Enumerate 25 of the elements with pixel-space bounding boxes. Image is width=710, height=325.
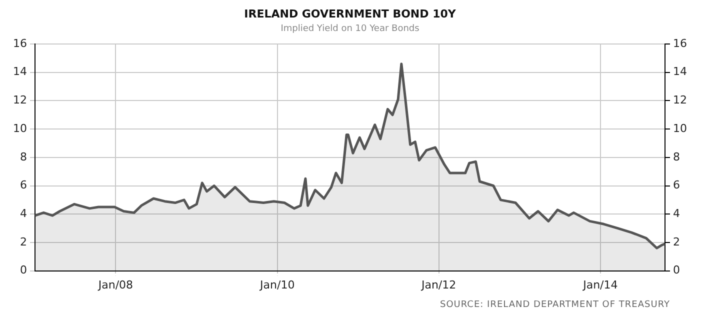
y-tick-label: 4 [20,206,27,220]
y2-tick-label: 4 [673,206,680,220]
chart-title: IRELAND GOVERNMENT BOND 10Y [244,7,457,20]
y2-tick-label: 14 [673,65,688,78]
y-tick-label: 10 [12,122,27,135]
x-tick-label: Jan/12 [420,278,456,292]
y2-tick-label: 2 [673,235,680,248]
x-tick-label: Jan/08 [97,278,134,292]
y-tick-label: 2 [20,235,27,248]
y-tick-label: 0 [20,264,27,277]
y2-tick-label: 8 [673,150,680,164]
y2-tick-label: 10 [673,122,688,135]
x-tick-label: Jan/14 [582,278,618,292]
y2-tick-label: 16 [673,36,688,50]
y-tick-label: 8 [20,150,27,164]
source-note: SOURCE: IRELAND DEPARTMENT OF TREASURY [440,300,670,310]
x-tick-label: Jan/10 [259,278,295,292]
chart-subtitle: Implied Yield on 10 Year Bonds [280,24,420,34]
y2-tick-label: 12 [673,94,688,107]
y-tick-label: 6 [20,178,27,192]
y2-tick-label: 0 [673,264,680,277]
y-tick-label: 14 [12,65,27,78]
y-tick-label: 12 [12,94,27,107]
y-tick-label: 16 [12,36,27,50]
y2-tick-label: 6 [673,178,680,192]
